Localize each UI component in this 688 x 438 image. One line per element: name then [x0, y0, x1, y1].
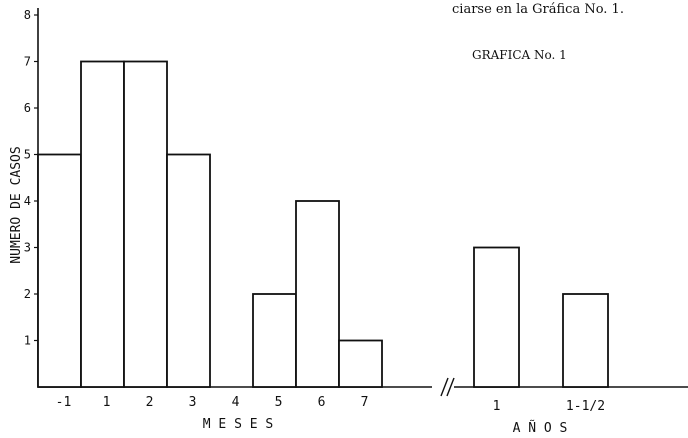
- x-tick-label: 1-1/2: [566, 399, 605, 414]
- x-tick-label: 3: [189, 395, 197, 410]
- x-tick-label: 5: [275, 395, 283, 410]
- y-tick-label: 7: [24, 55, 31, 69]
- y-tick-label: 8: [24, 8, 31, 22]
- x-tick-label: 4: [232, 395, 240, 410]
- axis-break: [440, 377, 455, 397]
- y-tick-label: 2: [24, 287, 31, 301]
- bar: [473, 246, 520, 388]
- bar: [123, 60, 168, 388]
- x-axis-label-months: M E S E S: [203, 417, 273, 432]
- y-ticks: 1 2 3 4 5 6 7 8: [24, 8, 38, 348]
- caption-fragment: ciarse en la Gráfica No. 1.: [452, 2, 624, 17]
- y-tick-label: 4: [24, 194, 31, 208]
- bar: [166, 153, 211, 388]
- bar: [562, 293, 609, 388]
- y-axis-label: NUMERO DE CASOS: [9, 146, 24, 263]
- x-tick-label: 1: [493, 399, 501, 414]
- bar: [295, 200, 340, 388]
- x-axis-label-years: A Ñ O S: [513, 420, 568, 436]
- x-tick-label: 1: [103, 395, 111, 410]
- y-tick-label: 5: [24, 148, 31, 162]
- y-tick-label: 3: [24, 241, 31, 255]
- bars: [37, 60, 609, 388]
- x-tick-label: 7: [361, 395, 369, 410]
- bar: [338, 339, 383, 388]
- chart-title: GRAFICA No. 1: [472, 48, 567, 62]
- x-tick-label: 2: [146, 395, 154, 410]
- y-tick-label: 6: [24, 101, 31, 115]
- y-tick-label: 1: [24, 334, 31, 348]
- x-tick-label: 6: [318, 395, 326, 410]
- x-tick-labels: -1 1 2 3 4 5 6 7 1 1-1/2: [56, 395, 605, 414]
- bar: [252, 293, 297, 388]
- x-tick-label: -1: [56, 395, 72, 410]
- bar: [37, 153, 82, 388]
- bar: [80, 60, 125, 388]
